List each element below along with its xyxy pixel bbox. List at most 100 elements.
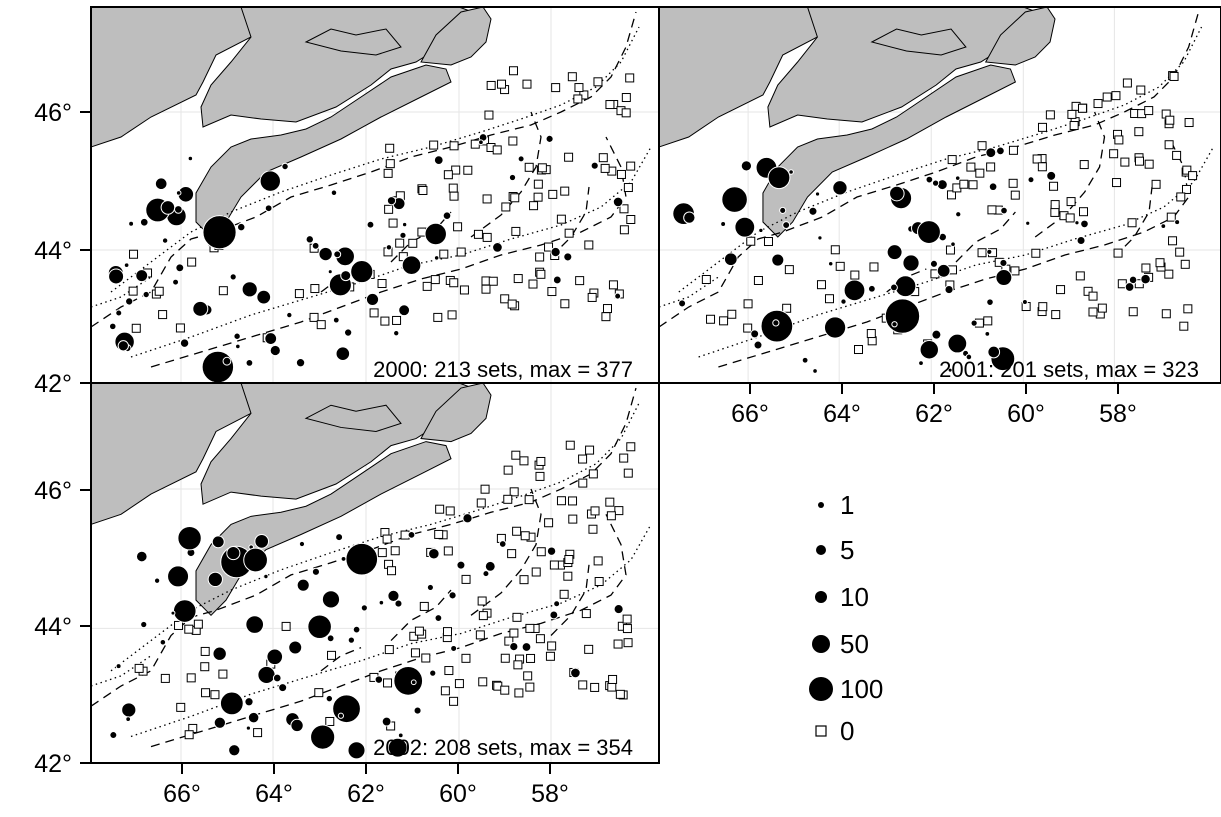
zero-catch-marker xyxy=(556,214,566,224)
catch-marker xyxy=(426,583,434,591)
legend-marker-circle xyxy=(809,677,833,701)
zero-catch-marker xyxy=(605,497,615,507)
zero-catch-marker xyxy=(1008,178,1018,188)
legend-marker-circle xyxy=(812,635,830,653)
zero-catch-marker xyxy=(503,494,513,504)
zero-catch-marker xyxy=(578,478,588,488)
zero-catch-marker xyxy=(1175,247,1185,257)
zero-catch-marker xyxy=(1077,103,1087,113)
catch-marker xyxy=(172,599,197,623)
catch-marker xyxy=(160,200,176,215)
zero-catch-marker xyxy=(429,140,439,150)
zero-catch-marker xyxy=(387,566,397,576)
catch-marker xyxy=(986,298,994,306)
zero-catch-marker xyxy=(966,162,976,172)
zero-catch-marker xyxy=(753,276,763,286)
x-tick-label: 66° xyxy=(163,780,201,808)
catch-marker xyxy=(108,322,117,331)
zero-catch-marker xyxy=(482,194,492,204)
zero-catch-marker xyxy=(533,179,543,189)
zero-catch-marker xyxy=(512,526,522,536)
catch-marker xyxy=(1174,219,1181,226)
zero-catch-marker xyxy=(568,496,578,506)
catch-marker xyxy=(123,262,130,269)
zero-catch-marker xyxy=(448,183,458,193)
zero-catch-marker xyxy=(511,450,521,460)
zero-catch-marker xyxy=(564,152,574,162)
zero-catch-marker xyxy=(1102,92,1112,102)
catch-marker xyxy=(767,166,791,190)
catch-marker xyxy=(823,316,847,339)
catch-marker xyxy=(109,731,118,740)
catch-marker xyxy=(135,550,148,563)
zero-catch-marker xyxy=(384,645,394,655)
catch-marker xyxy=(187,155,194,162)
catch-marker xyxy=(321,590,341,609)
zero-catch-marker xyxy=(616,169,626,179)
zero-catch-marker xyxy=(1120,157,1130,167)
catch-marker xyxy=(517,155,525,163)
catch-marker xyxy=(433,255,440,261)
catch-marker xyxy=(947,367,953,373)
catch-marker xyxy=(335,346,351,362)
zero-catch-marker xyxy=(310,284,320,294)
catch-marker xyxy=(1140,273,1151,285)
zero-catch-marker xyxy=(512,612,522,622)
catch-marker xyxy=(1027,176,1035,184)
zero-catch-marker xyxy=(1097,303,1107,313)
catch-marker xyxy=(814,191,821,197)
zero-catch-marker xyxy=(1134,127,1144,137)
catch-marker xyxy=(734,216,756,238)
catch-marker xyxy=(552,275,562,285)
zero-catch-marker xyxy=(477,596,487,606)
zero-catch-marker xyxy=(549,560,559,570)
catch-marker xyxy=(867,284,876,293)
zero-catch-marker xyxy=(608,280,618,290)
zero-catch-marker xyxy=(623,638,633,648)
x-tick-label: 58° xyxy=(1099,400,1137,428)
catch-marker xyxy=(393,665,424,696)
zero-catch-marker xyxy=(253,728,263,738)
catch-marker xyxy=(381,716,392,727)
zero-catch-marker xyxy=(451,165,461,175)
zero-catch-marker xyxy=(316,320,326,330)
catch-marker xyxy=(996,146,1005,156)
panel-frame-2001 xyxy=(658,6,1221,384)
catch-marker xyxy=(482,570,490,578)
zero-catch-marker xyxy=(480,484,490,494)
catch-marker xyxy=(840,298,847,305)
y-tick-label: 46° xyxy=(34,99,72,127)
catch-marker xyxy=(241,281,258,298)
catch-marker xyxy=(135,269,149,283)
zero-catch-marker xyxy=(385,159,395,169)
zero-catch-marker xyxy=(201,688,211,698)
catch-marker xyxy=(986,248,993,255)
catch-marker xyxy=(407,530,416,539)
catch-marker xyxy=(570,667,581,679)
catch-marker xyxy=(288,640,303,655)
catch-marker xyxy=(450,644,458,652)
zero-catch-marker xyxy=(463,165,473,175)
zero-catch-marker xyxy=(482,232,492,242)
catch-marker xyxy=(550,246,561,258)
legend-marker-circle xyxy=(816,545,826,555)
catch-marker xyxy=(889,185,905,202)
catch-marker xyxy=(950,241,956,248)
zero-catch-marker xyxy=(1088,307,1098,317)
catch-marker xyxy=(365,292,380,307)
catch-marker xyxy=(508,173,517,182)
zero-catch-marker xyxy=(377,548,387,558)
catch-marker xyxy=(753,340,763,350)
zero-catch-marker xyxy=(1183,304,1193,314)
zero-catch-marker xyxy=(327,650,337,660)
zero-catch-marker xyxy=(410,648,420,658)
zero-catch-marker xyxy=(593,556,603,566)
zero-catch-marker xyxy=(174,620,184,630)
zero-catch-marker xyxy=(1111,91,1121,101)
zero-catch-marker xyxy=(531,567,541,577)
zero-catch-marker xyxy=(509,487,519,497)
y-axis: 46° 44° 42° 46° 44° 42° xyxy=(34,99,91,778)
zero-catch-marker xyxy=(1010,190,1020,200)
zero-catch-marker xyxy=(184,624,194,634)
zero-catch-marker xyxy=(1050,207,1060,217)
